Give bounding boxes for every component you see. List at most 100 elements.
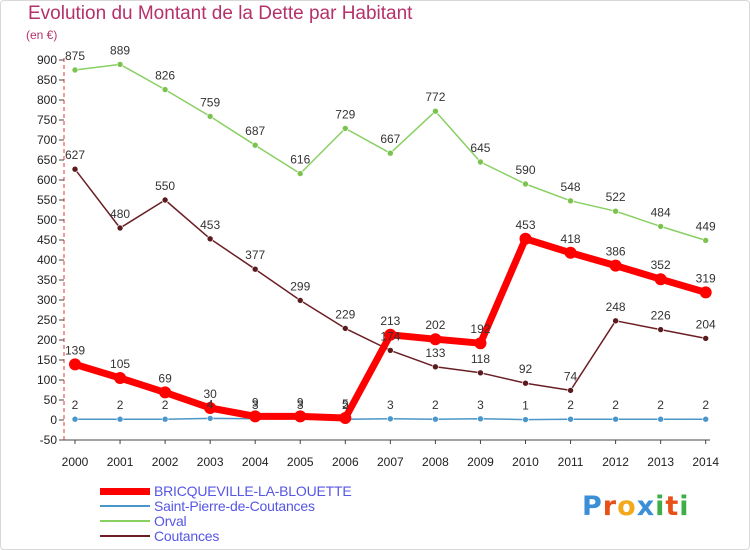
logo-letter: o [617,491,637,522]
data-point [699,286,712,299]
data-point [522,416,529,423]
x-tick-label: 2010 [512,455,539,469]
data-point [474,337,487,350]
data-point [564,246,577,259]
y-tick-label: -50 [40,433,58,447]
y-tick-label: 150 [37,353,57,367]
data-label: 105 [110,357,130,371]
data-label: 3 [387,398,394,412]
unit-label: (en €) [26,28,58,42]
legend-label: BRICQUEVILLE-LA-BLOUETTE [154,483,352,499]
legend-swatch [100,505,150,507]
data-label: 9 [252,395,259,409]
y-tick-label: 700 [37,133,57,147]
data-point [612,415,619,423]
data-label: 772 [425,90,445,104]
y-tick-label: 400 [37,253,57,267]
data-label: 2 [567,398,574,412]
data-label: 826 [155,69,175,83]
data-point [477,369,484,377]
data-point [71,165,79,173]
data-label: 3 [477,398,484,412]
data-label: 4 [207,397,214,411]
data-label: 453 [515,218,535,232]
data-point [71,415,79,423]
data-label: 418 [561,232,581,246]
legend-item: Orval [100,513,460,529]
data-label: 319 [696,271,716,285]
data-point [702,335,710,342]
x-tick-label: 2008 [422,455,449,469]
data-point [654,273,667,286]
x-tick-label: 2013 [647,455,674,469]
data-label: 352 [651,258,671,272]
y-tick-label: 200 [37,333,57,347]
x-tick-label: 2009 [467,455,494,469]
data-label: 480 [110,207,130,221]
data-label: 449 [696,219,716,233]
data-point [204,402,217,414]
data-point [341,125,349,132]
data-label: 1 [522,399,529,413]
y-tick-label: 350 [37,273,57,287]
legend-swatch [100,520,150,522]
data-label: 229 [335,307,355,321]
data-label: 213 [380,314,400,328]
data-point [429,333,442,346]
data-label: 69 [158,371,172,385]
y-tick-label: 0 [50,413,57,427]
data-point [702,237,710,244]
data-label: 590 [515,163,535,177]
data-label: 118 [471,352,490,366]
x-tick-label: 2007 [377,455,404,469]
legend-item: BRICQUEVILLE-LA-BLOUETTE [100,483,460,499]
y-tick-label: 500 [37,213,57,227]
data-label: 627 [65,148,85,162]
data-point [519,232,532,245]
data-label: 74 [564,369,578,383]
data-label: 875 [65,49,85,63]
data-point [567,387,574,394]
y-tick-label: 650 [37,153,57,167]
x-tick-label: 2006 [332,455,359,469]
legend-item: Coutances [100,528,460,544]
y-tick-label: 300 [37,293,57,307]
data-label: 377 [245,248,265,262]
data-point [657,223,664,230]
data-point [567,197,574,205]
data-label: 687 [245,124,265,138]
data-label: 484 [651,205,671,219]
logo-letter: r [602,491,618,522]
axes: -50 0 50 100 150 200 250 300 350 400 450 500 550 600 6… [37,53,719,469]
data-label: 226 [651,309,671,323]
y-tick-label: 550 [37,193,57,207]
logo-letter: i [655,491,666,522]
data-label: 3 [297,398,304,412]
x-tick-label: 2014 [692,455,719,469]
data-point [71,66,79,74]
data-point [159,386,172,399]
data-point [114,372,127,384]
data-label: 174 [380,329,400,343]
data-label: 386 [606,245,626,259]
logo-letter: x [636,491,656,522]
x-tick-label: 2005 [287,455,314,469]
data-point [161,196,169,204]
logo-letter: i [679,491,690,522]
legend-swatch [100,487,150,495]
data-label: 204 [696,317,716,331]
data-label: 9 [297,395,304,409]
legend: BRICQUEVILLE-LA-BLOUETTE Saint-Pierre-de-… [100,483,460,544]
data-label: 139 [65,343,85,357]
y-tick-label: 100 [37,373,57,387]
data-point [251,141,259,149]
data-point [69,358,81,371]
data-point [609,259,622,272]
data-label: 30 [203,387,217,401]
logo-letter: t [665,491,680,522]
data-point [116,224,124,232]
data-label: 2 [612,398,619,412]
data-point [522,180,529,188]
